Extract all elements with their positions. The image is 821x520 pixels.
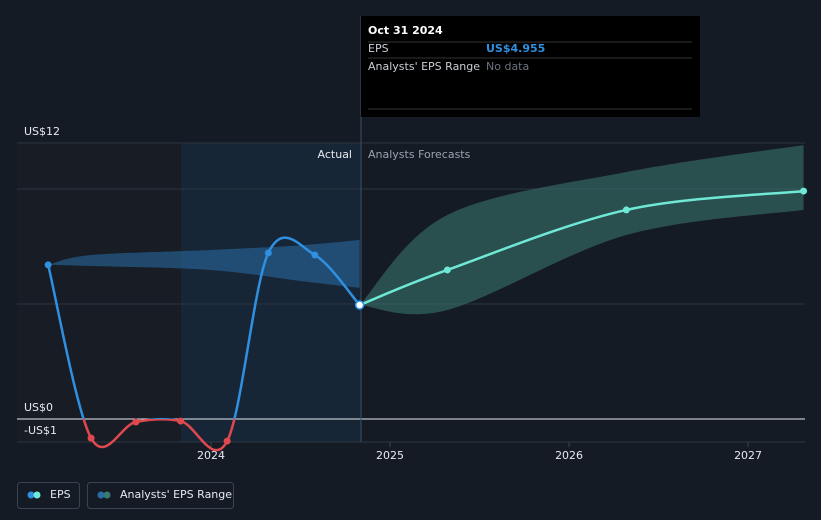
x-tick-label: 2024 xyxy=(197,449,225,462)
eps-point xyxy=(132,418,140,426)
eps-point xyxy=(264,249,272,257)
tooltip-value: US$4.955 xyxy=(486,42,545,55)
tooltip-value: No data xyxy=(486,60,529,73)
x-tick-label: 2025 xyxy=(376,449,404,462)
range-band xyxy=(359,145,804,315)
legend: EPS Analysts' EPS Range xyxy=(17,482,234,509)
tooltip-label: EPS xyxy=(368,42,389,55)
x-tick-label: 2026 xyxy=(555,449,583,462)
eps-point xyxy=(44,261,52,269)
eps-point xyxy=(354,300,365,310)
y-tick-label: -US$1 xyxy=(24,424,57,437)
tooltip-date: Oct 31 2024 xyxy=(368,24,443,37)
eps-point xyxy=(223,437,231,445)
legend-button[interactable] xyxy=(87,482,234,509)
eps-point xyxy=(177,417,185,425)
legend-label: EPS xyxy=(50,488,71,501)
tooltip: Oct 31 2024 EPS US$4.955 Analysts' EPS R… xyxy=(361,16,700,117)
forecast-point xyxy=(622,206,630,214)
range-band xyxy=(48,240,360,288)
tooltip-label: Analysts' EPS Range xyxy=(368,60,480,73)
tooltip-box xyxy=(361,16,700,117)
y-tick-label: US$0 xyxy=(24,401,53,414)
legend-swatch xyxy=(103,491,111,499)
forecast-point xyxy=(800,187,808,195)
forecast-line xyxy=(359,189,804,307)
last-year-region xyxy=(181,143,361,442)
y-tick-label: US$12 xyxy=(24,125,60,138)
eps-point xyxy=(87,434,95,442)
legend-button[interactable] xyxy=(17,482,80,509)
legend-swatch xyxy=(27,491,35,499)
forecast-point xyxy=(443,266,451,274)
legend-swatch xyxy=(97,491,105,499)
actual-label: Actual xyxy=(318,148,352,161)
x-tick-label: 2027 xyxy=(734,449,762,462)
legend-label: Analysts' EPS Range xyxy=(120,488,232,501)
eps-point xyxy=(311,251,319,259)
forecast-label: Analysts Forecasts xyxy=(368,148,471,161)
past-region xyxy=(17,143,181,442)
legend-swatch xyxy=(33,491,41,499)
